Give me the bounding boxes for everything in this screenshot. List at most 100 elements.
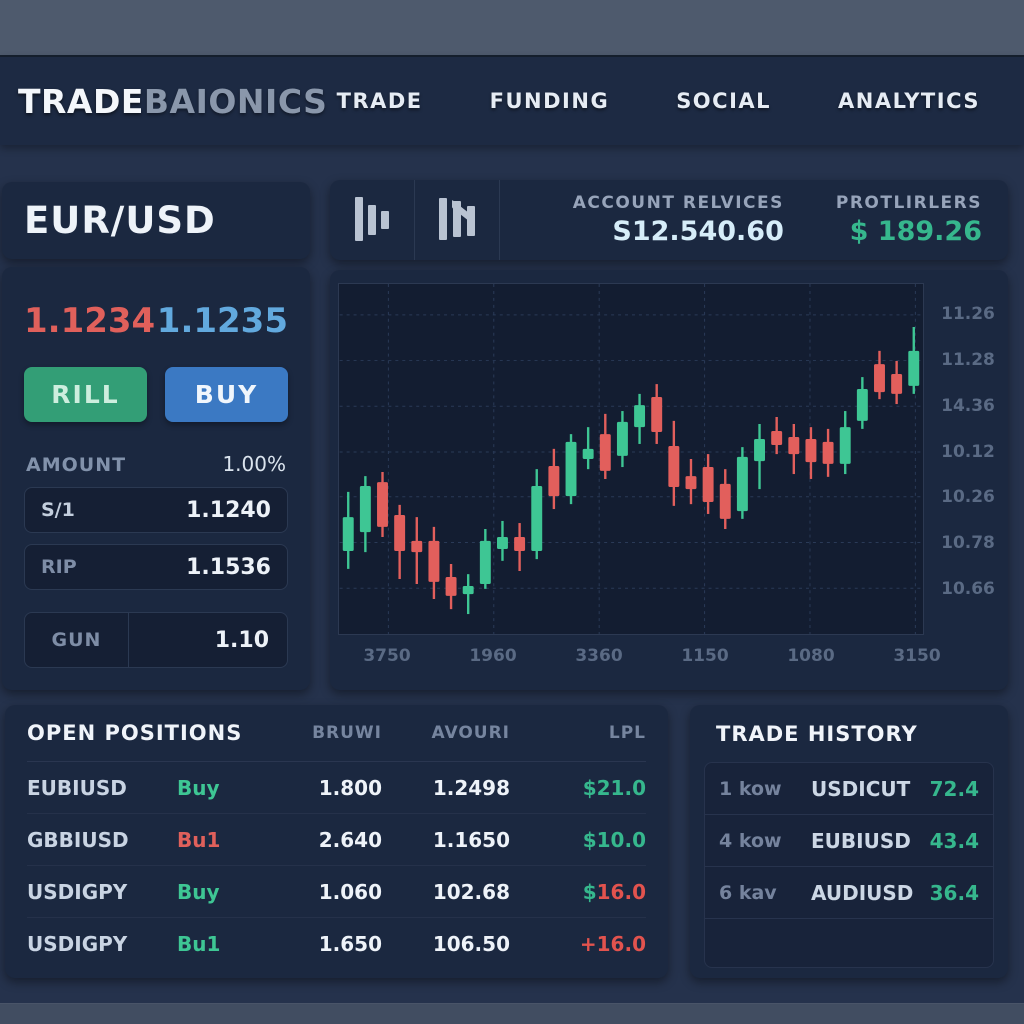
y-axis-tick-label: 10.78: [941, 533, 995, 553]
position-price: 1.1650: [432, 827, 510, 852]
bottom-window-strip: [0, 1003, 1024, 1024]
nav-item-funding[interactable]: FUNDING: [489, 89, 610, 113]
x-axis-tick-label: 1960: [469, 646, 517, 666]
chart-type-bars-button[interactable]: [330, 180, 415, 260]
amount-row: AMOUNT 1.00%: [24, 452, 288, 476]
logo-secondary: BAIONICS: [143, 81, 328, 121]
trade-history-rows: 1 kow USDICUT 72.4 4 kow EUBIUSD 43.4 6 kav AUD…: [704, 762, 994, 968]
trade-history-title: TRADE HISTORY: [716, 721, 918, 746]
position-row[interactable]: USDIGPY Buy 1.060 102.68 $16.0: [27, 866, 646, 918]
history-value: 36.4: [929, 880, 979, 905]
column-header-amount: BRUWI: [312, 723, 382, 743]
history-row[interactable]: 4 kow EUBIUSD 43.4: [705, 815, 993, 867]
position-row[interactable]: EUBIUSD Buy 1.800 1.2498 $21.0: [27, 762, 646, 814]
position-amount: 2.640: [318, 827, 382, 852]
x-axis-tick-label: 1150: [681, 646, 729, 666]
position-pl: +16.0: [510, 932, 646, 956]
history-pair: AUDIUSD: [811, 880, 914, 905]
position-pl: $16.0: [510, 880, 646, 904]
history-pair: EUBIUSD: [811, 828, 911, 853]
history-row[interactable]: 1 kow USDICUT 72.4: [705, 763, 993, 815]
history-time: 6 kav: [719, 881, 777, 904]
position-side: Buy: [177, 879, 220, 904]
pl-amount: 16.0: [596, 879, 646, 904]
account-balance-value: S12.540.60: [612, 216, 784, 247]
position-amount: 1.060: [318, 879, 382, 904]
history-time: 4 kow: [719, 829, 782, 852]
take-profit-field[interactable]: RIP 1.1536: [24, 544, 288, 590]
price-chart-panel: 11.26 11.28 14.36 10.12 10.26 10.78 10.66 3750…: [330, 270, 1008, 690]
app-logo[interactable]: TRADEBAIONICS: [18, 82, 327, 121]
pl-currency-sign: +: [579, 932, 597, 956]
position-pl: $21.0: [510, 776, 646, 800]
stop-loss-field[interactable]: S/1 1.1240: [24, 487, 288, 533]
lot-size-field[interactable]: GUN 1.10: [24, 612, 288, 668]
stop-loss-label: S/1: [41, 499, 75, 521]
x-axis-tick-label: 1080: [787, 646, 835, 666]
y-axis-tick-label: 14.36: [941, 396, 995, 416]
x-axis-tick-label: 3360: [575, 646, 623, 666]
amount-label: AMOUNT: [26, 454, 127, 476]
position-amount: 1.650: [318, 932, 382, 956]
position-side: Bu1: [177, 827, 221, 852]
open-positions-header: OPEN POSITIONS BRUWI AVOURI LPL: [27, 705, 646, 762]
position-price: 106.50: [432, 932, 510, 956]
sell-button[interactable]: RILL: [24, 367, 147, 422]
take-profit-label: RIP: [41, 556, 77, 578]
pl-currency-sign: $: [582, 879, 597, 904]
pl-amount: 21.0: [596, 775, 646, 800]
trade-history-panel: TRADE HISTORY 1 kow USDICUT 72.4 4 kow EUBIU…: [690, 705, 1008, 978]
symbol-pair-title: EUR/USD: [24, 199, 216, 242]
quote-prices: 1.1234 1.1235: [24, 301, 288, 341]
column-header-price: AVOURI: [431, 723, 510, 743]
candlestick-chart: [339, 284, 923, 634]
position-row[interactable]: GBBIUSD Bu1 2.640 1.1650 $10.0: [27, 814, 646, 866]
x-axis-tick-label: 3750: [363, 646, 411, 666]
pl-currency-sign: $: [582, 775, 597, 800]
account-balance: ACCOUNT RELVICES S12.540.60: [573, 193, 784, 247]
pl-amount: 16.0: [596, 932, 646, 956]
chart-x-axis: 3750 1960 3360 1150 1080 3150: [338, 646, 940, 676]
history-value: 72.4: [929, 776, 979, 801]
nav-item-analytics[interactable]: ANALYTICS: [838, 89, 980, 113]
y-axis-tick-label: 10.66: [941, 579, 995, 599]
history-value: 43.4: [929, 828, 979, 853]
nav-item-social[interactable]: SOCIAL: [676, 89, 772, 113]
x-axis-tick-label: 3150: [893, 646, 941, 666]
column-header-pl: LPL: [608, 723, 646, 743]
nav-menu: TRADE FUNDING SOCIAL ANALYTICS: [337, 89, 980, 113]
lot-size-label: GUN: [25, 613, 129, 667]
y-axis-tick-label: 11.26: [941, 304, 995, 324]
chart-plot-area: [338, 283, 924, 635]
order-buttons: RILL BUY: [24, 367, 288, 422]
candlestick-icon: [439, 198, 475, 242]
position-amount: 1.800: [318, 775, 382, 800]
history-row[interactable]: 6 kav AUDIUSD 36.4: [705, 867, 993, 919]
history-pair: USDICUT: [811, 776, 911, 801]
position-row[interactable]: USDIGPY Bu1 1.650 106.50 +16.0: [27, 918, 646, 970]
y-axis-tick-label: 10.12: [941, 442, 995, 462]
position-pair: EUBIUSD: [27, 775, 127, 800]
open-positions-rows: EUBIUSD Buy 1.800 1.2498 $21.0 GBBIUSD Bu1 2.64…: [27, 762, 646, 970]
sell-price: 1.1234: [24, 301, 156, 341]
open-positions-panel: OPEN POSITIONS BRUWI AVOURI LPL EUBIUSD B…: [5, 705, 668, 978]
amount-percent-value[interactable]: 1.00%: [222, 452, 286, 476]
y-axis-tick-label: 11.28: [941, 350, 995, 370]
position-side: Buy: [177, 775, 220, 800]
symbol-panel: EUR/USD: [2, 182, 310, 259]
position-side: Bu1: [177, 932, 221, 956]
y-axis-tick-label: 10.26: [941, 487, 995, 507]
logo-primary: TRADE: [18, 81, 144, 121]
history-time: 1 kow: [719, 777, 782, 800]
profit-value: $ 189.26: [849, 216, 982, 247]
position-pair: USDIGPY: [27, 932, 128, 956]
chart-type-candles-button[interactable]: [415, 180, 500, 260]
nav-item-trade[interactable]: TRADE: [336, 89, 423, 113]
buy-button[interactable]: BUY: [165, 367, 288, 422]
profit-summary: PROTLIRLERS $ 189.26: [836, 193, 982, 247]
account-balance-label: ACCOUNT RELVICES: [572, 193, 784, 213]
top-navigation: TRADEBAIONICS TRADE FUNDING SOCIAL ANALY…: [0, 57, 1024, 145]
pl-amount: 10.0: [596, 827, 646, 852]
top-window-strip: [0, 0, 1024, 57]
lot-size-value: 1.10: [214, 627, 269, 653]
